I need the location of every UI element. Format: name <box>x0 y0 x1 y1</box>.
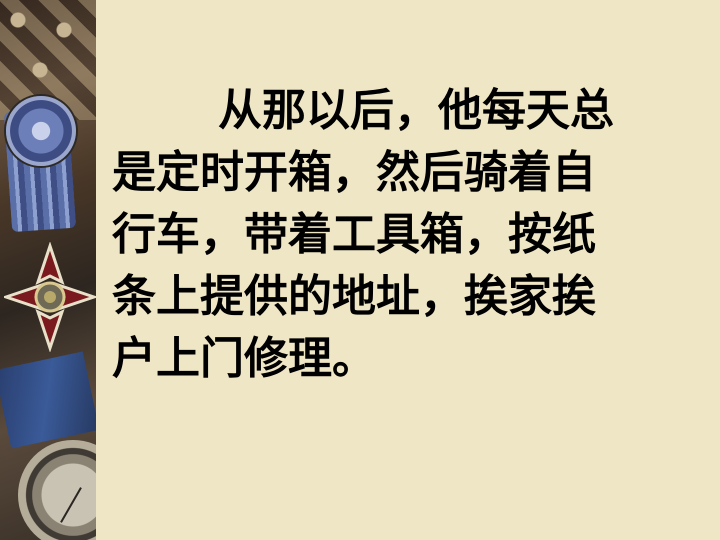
passage-text: 从那以后，他每天总 是定时开箱，然后骑着自 行车，带着工具箱，按纸 条上提供的地… <box>112 80 712 390</box>
rosette-decoration <box>6 96 76 166</box>
passage-line: 行车，带着工具箱，按纸 <box>112 209 596 260</box>
strap-decoration <box>0 351 96 449</box>
chess-pieces-decoration <box>0 0 96 96</box>
passage-line: 从那以后，他每天总 <box>218 85 614 136</box>
medal-cross-icon <box>4 242 96 352</box>
compass-icon <box>18 440 96 540</box>
decorative-medal-image <box>0 0 96 540</box>
passage-line: 是定时开箱，然后骑着自 <box>112 147 596 198</box>
passage-line: 条上提供的地址，挨家挨 <box>112 271 596 322</box>
passage-line: 户上门修理。 <box>112 333 376 384</box>
